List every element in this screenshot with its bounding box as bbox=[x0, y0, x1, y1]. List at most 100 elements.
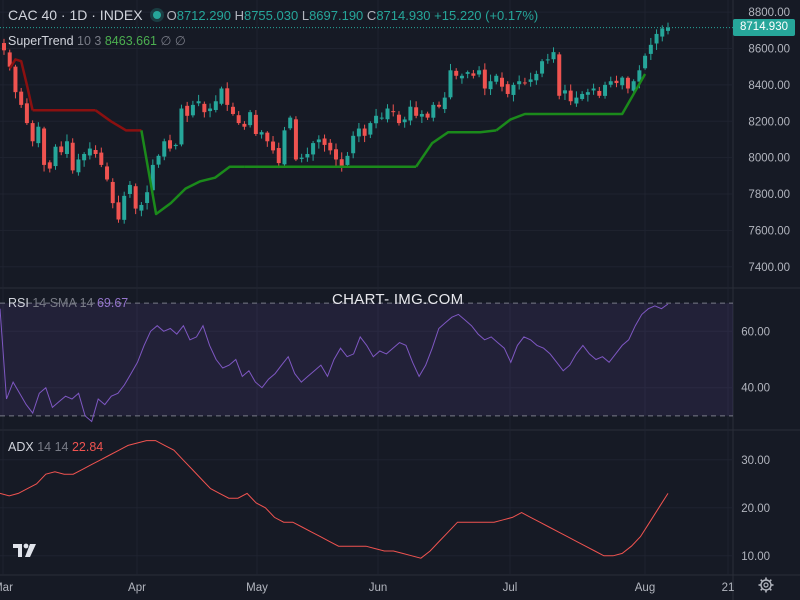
candle-body bbox=[408, 106, 413, 121]
candle-body bbox=[230, 106, 235, 114]
supertrend-value: 8463.661 bbox=[104, 34, 157, 48]
high-label: H bbox=[234, 8, 244, 23]
candle-body bbox=[654, 33, 659, 44]
candle-body bbox=[585, 92, 590, 95]
supertrend-legend[interactable]: SuperTrend 10 3 8463.661 ∅ ∅ bbox=[8, 33, 186, 48]
candle-body bbox=[156, 155, 161, 165]
candle-body bbox=[145, 192, 150, 203]
candle-body bbox=[259, 132, 264, 135]
candle-body bbox=[356, 128, 361, 137]
candle-body bbox=[242, 123, 247, 127]
candle-body bbox=[419, 113, 424, 117]
price-tick-label: 8800.00 bbox=[748, 7, 790, 19]
candle-body bbox=[454, 70, 459, 76]
rsi-name: RSI bbox=[8, 296, 29, 310]
candle-body bbox=[122, 195, 127, 220]
candle-body bbox=[42, 128, 47, 165]
candle-body bbox=[620, 77, 625, 86]
adx-value: 22.84 bbox=[71, 440, 104, 454]
tradingview-logo-icon[interactable] bbox=[12, 541, 38, 559]
candle-body bbox=[236, 115, 241, 124]
candle-body bbox=[173, 144, 178, 147]
supertrend-up-segment bbox=[415, 129, 497, 168]
candle-body bbox=[551, 52, 556, 60]
supertrend-up-segment bbox=[140, 130, 245, 216]
supertrend-extra-2: ∅ bbox=[174, 34, 186, 48]
adx-line bbox=[0, 440, 669, 559]
adx-legend[interactable]: ADX 14 14 22.84 bbox=[8, 440, 103, 454]
candle-body bbox=[82, 154, 87, 161]
candle-body bbox=[7, 52, 12, 67]
open-label: O bbox=[166, 8, 177, 23]
candle-body bbox=[574, 97, 579, 104]
adx-tick-label: 30.00 bbox=[741, 455, 770, 467]
candle-body bbox=[316, 139, 321, 143]
candle-body bbox=[322, 138, 327, 145]
gear-icon[interactable] bbox=[758, 577, 774, 593]
supertrend-params: 10 3 bbox=[77, 34, 102, 48]
supertrend-up-segment bbox=[553, 73, 647, 116]
candle-body bbox=[402, 119, 407, 123]
candle-body bbox=[448, 70, 453, 98]
candle-body bbox=[150, 164, 155, 191]
candle-body bbox=[379, 117, 384, 119]
price-tick-label: 7600.00 bbox=[748, 225, 790, 237]
candle-body bbox=[597, 90, 602, 96]
candle-body bbox=[562, 90, 567, 94]
candle-body bbox=[471, 73, 476, 76]
candle-body bbox=[351, 135, 356, 154]
symbol-header: CAC 40 · 1D · INDEX O8712.290 H8755.030 L… bbox=[8, 7, 538, 23]
time-tick-label: Jun bbox=[369, 582, 388, 594]
time-tick-label: Aug bbox=[635, 582, 655, 594]
candle-body bbox=[477, 70, 482, 75]
candle-body bbox=[631, 81, 636, 91]
candle-body bbox=[70, 142, 75, 171]
candle-body bbox=[30, 123, 35, 142]
rsi-value: 69.67 bbox=[96, 296, 129, 310]
candle-body bbox=[162, 141, 167, 157]
candle-body bbox=[13, 66, 18, 93]
supertrend-down-segment bbox=[94, 109, 142, 132]
watermark: CHART- IMG.COM bbox=[332, 291, 464, 308]
candle-body bbox=[133, 186, 138, 209]
candle-body bbox=[368, 123, 373, 135]
symbol-title[interactable]: CAC 40 · 1D · INDEX bbox=[8, 7, 143, 23]
time-tick-label: 21 bbox=[722, 582, 735, 594]
candle-body bbox=[64, 141, 69, 154]
candle-body bbox=[271, 141, 276, 151]
candle-body bbox=[334, 149, 338, 160]
candle-body bbox=[59, 146, 64, 153]
candle-body bbox=[465, 72, 470, 74]
candle-body bbox=[93, 149, 98, 155]
candle-body bbox=[637, 70, 642, 82]
low-label: L bbox=[301, 8, 310, 23]
candle-body bbox=[276, 148, 281, 164]
rsi-tick-label: 60.00 bbox=[741, 326, 770, 338]
candle-body bbox=[293, 119, 298, 160]
rsi-panel bbox=[0, 302, 733, 423]
price-tick-label: 7400.00 bbox=[748, 262, 790, 274]
candle-body bbox=[437, 104, 442, 107]
candle-body bbox=[253, 114, 258, 134]
market-status-dot-icon bbox=[152, 11, 161, 19]
candle-body bbox=[414, 107, 419, 116]
candle-body bbox=[139, 204, 144, 211]
candle-body bbox=[362, 128, 367, 136]
adx-name: ADX bbox=[8, 440, 34, 454]
close-value: 8714.930 bbox=[376, 8, 431, 23]
candle-body bbox=[666, 27, 670, 31]
price-tick-label: 8200.00 bbox=[748, 116, 790, 128]
candle-body bbox=[391, 111, 396, 113]
candle-body bbox=[500, 77, 504, 87]
candle-body bbox=[625, 77, 630, 89]
candle-body bbox=[202, 103, 207, 113]
candle-body bbox=[2, 43, 6, 51]
rsi-legend[interactable]: RSI 14 SMA 14 69.67 bbox=[8, 296, 128, 310]
price-tick-label: 8600.00 bbox=[748, 43, 790, 55]
candle-body bbox=[385, 108, 390, 120]
candle-body bbox=[522, 82, 527, 84]
time-tick-label: Mar bbox=[0, 582, 13, 594]
low-value: 8697.190 bbox=[309, 8, 364, 23]
candle-body bbox=[459, 75, 464, 79]
candle-body bbox=[76, 159, 81, 173]
